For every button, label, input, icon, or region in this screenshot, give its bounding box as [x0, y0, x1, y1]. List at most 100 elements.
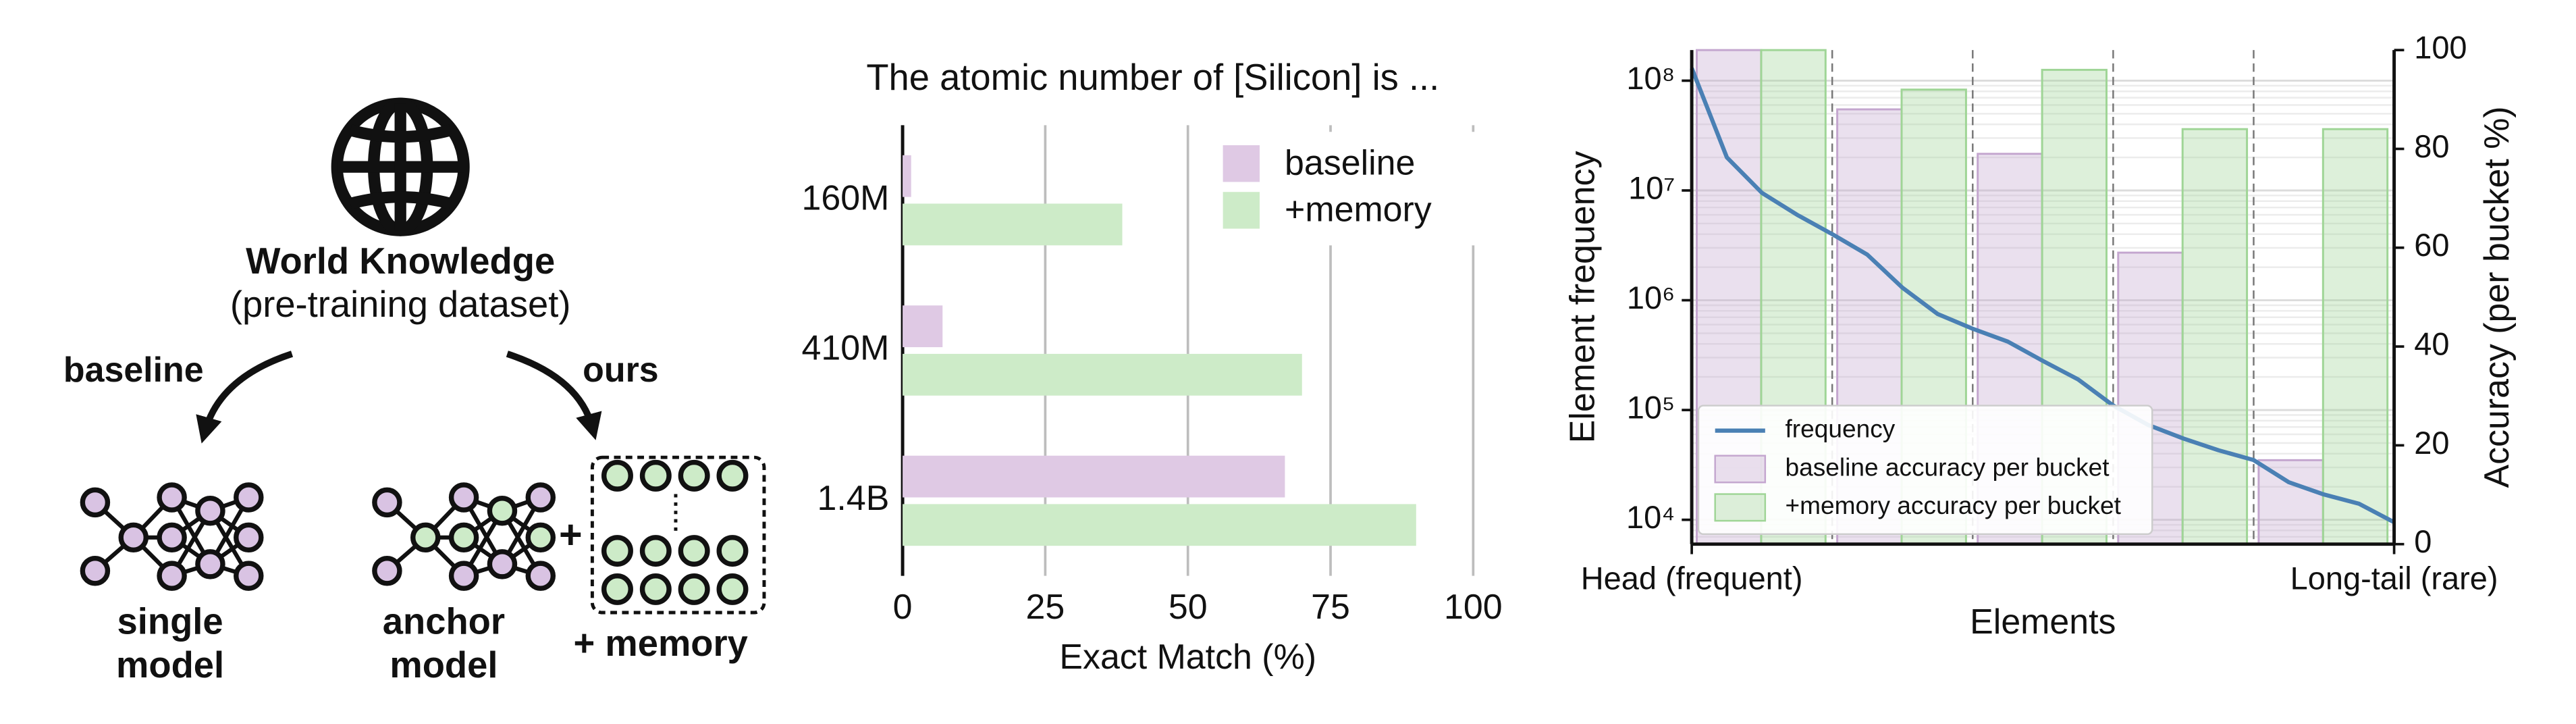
network-node	[448, 561, 479, 591]
y2-tick-label: 40	[2414, 326, 2449, 361]
legend-label: baseline accuracy per bucket	[1785, 452, 2110, 481]
globe-icon	[331, 97, 470, 236]
network-icon	[372, 482, 556, 591]
network-node	[234, 561, 264, 591]
bar	[2181, 128, 2249, 546]
arrow-label: ours	[583, 350, 658, 389]
y2-tick-label: 80	[2414, 128, 2449, 164]
model-label: anchor	[383, 601, 505, 642]
x-tick-label: 25	[1026, 587, 1065, 626]
memory-node	[678, 573, 710, 605]
bar	[903, 155, 911, 197]
network-node	[487, 549, 518, 579]
memory-label: + memory	[574, 623, 748, 664]
arrow	[506, 351, 602, 440]
y2-axis-label: Accuracy (per bucket %)	[2477, 106, 2516, 488]
memory-node	[716, 459, 749, 492]
network-node	[448, 522, 479, 553]
legend-background	[1697, 405, 2153, 536]
network-node	[118, 522, 149, 553]
y2-tick-label: 0	[2414, 523, 2432, 559]
legend-swatch	[1223, 145, 1260, 182]
x-axis-label: Exact Match (%)	[1059, 637, 1316, 676]
memory-node	[601, 459, 633, 492]
chart-title: The atomic number of [Silicon] is ...	[866, 57, 1439, 98]
x-tick-label: 0	[893, 587, 913, 626]
x-tick-label: Head (frequent)	[1581, 560, 1803, 596]
x-tick-label: Long-tail (rare)	[2290, 560, 2498, 596]
plus-sign: +	[559, 511, 583, 557]
x-tick-label: 50	[1169, 587, 1208, 626]
y-tick-label: 1.4B	[817, 478, 890, 517]
legend-label: frequency	[1785, 414, 1895, 442]
model-label: single	[117, 601, 223, 642]
network-node	[487, 496, 518, 526]
network-node	[157, 522, 187, 553]
bar	[2257, 459, 2324, 546]
arrow-label: baseline	[63, 350, 204, 389]
y-tick-label: 10⁸	[1626, 60, 1675, 96]
network-node	[157, 482, 187, 513]
y-tick-label: 410M	[802, 328, 890, 367]
y2-tick-label: 20	[2414, 425, 2449, 461]
memory-node	[601, 573, 633, 605]
legend-swatch	[1714, 493, 1767, 522]
memory-node	[639, 459, 672, 492]
y-tick-label: 10⁶	[1627, 280, 1675, 315]
arrow	[196, 351, 294, 444]
legend-label: baseline	[1285, 143, 1415, 182]
network-node	[234, 522, 264, 553]
x-axis-label: Elements	[1970, 602, 2116, 641]
legend-swatch	[1223, 192, 1260, 229]
y2-tick-label: 60	[2414, 227, 2449, 263]
network-node	[195, 496, 225, 526]
y-tick-label: 10⁵	[1627, 389, 1675, 425]
y-axis-label: Element frequency	[1563, 151, 1602, 444]
legend: frequency baseline accuracy per bucket +me…	[1697, 405, 2153, 536]
bar	[903, 305, 943, 348]
network-icon	[80, 482, 264, 591]
memory-node	[678, 535, 710, 567]
network-node	[195, 549, 225, 579]
legend-swatch	[1714, 455, 1767, 484]
memory-node	[716, 573, 749, 605]
legend: baseline +memory	[1209, 132, 1477, 246]
bar	[903, 203, 1123, 246]
network-node	[525, 482, 556, 513]
source-subtitle: (pre-training dataset)	[230, 284, 571, 325]
y2-tick-label: 100	[2414, 30, 2467, 66]
source-title: World Knowledge	[246, 240, 555, 282]
network-node	[525, 522, 556, 553]
model-label: model	[390, 644, 498, 686]
y-tick-label: 160M	[802, 178, 890, 217]
memory-node	[601, 535, 633, 567]
frequency-line	[1690, 67, 2396, 524]
y-tick-label: 10⁷	[1628, 170, 1675, 205]
y-tick-label: 10⁴	[1626, 499, 1675, 535]
network-node	[448, 482, 479, 513]
legend-label: +memory	[1285, 190, 1432, 229]
memory-node	[678, 459, 710, 492]
x-tick-label: 100	[1444, 587, 1503, 626]
network-node	[525, 561, 556, 591]
network-node	[80, 487, 111, 518]
network-node	[372, 487, 402, 518]
network-node	[234, 482, 264, 513]
network-node	[80, 555, 111, 586]
bar	[2322, 128, 2389, 546]
x-tick-label: 75	[1311, 587, 1350, 626]
bar	[903, 455, 1285, 498]
bar	[903, 504, 1416, 546]
legend-label: +memory accuracy per bucket	[1785, 491, 2121, 519]
memory-node	[639, 535, 672, 567]
network-node	[410, 522, 441, 553]
model-label: model	[116, 644, 224, 686]
memory-box	[590, 455, 766, 615]
network-node	[372, 555, 402, 586]
memory-node	[639, 573, 672, 605]
network-node	[157, 561, 187, 591]
memory-node	[716, 535, 749, 567]
bar	[903, 353, 1302, 396]
